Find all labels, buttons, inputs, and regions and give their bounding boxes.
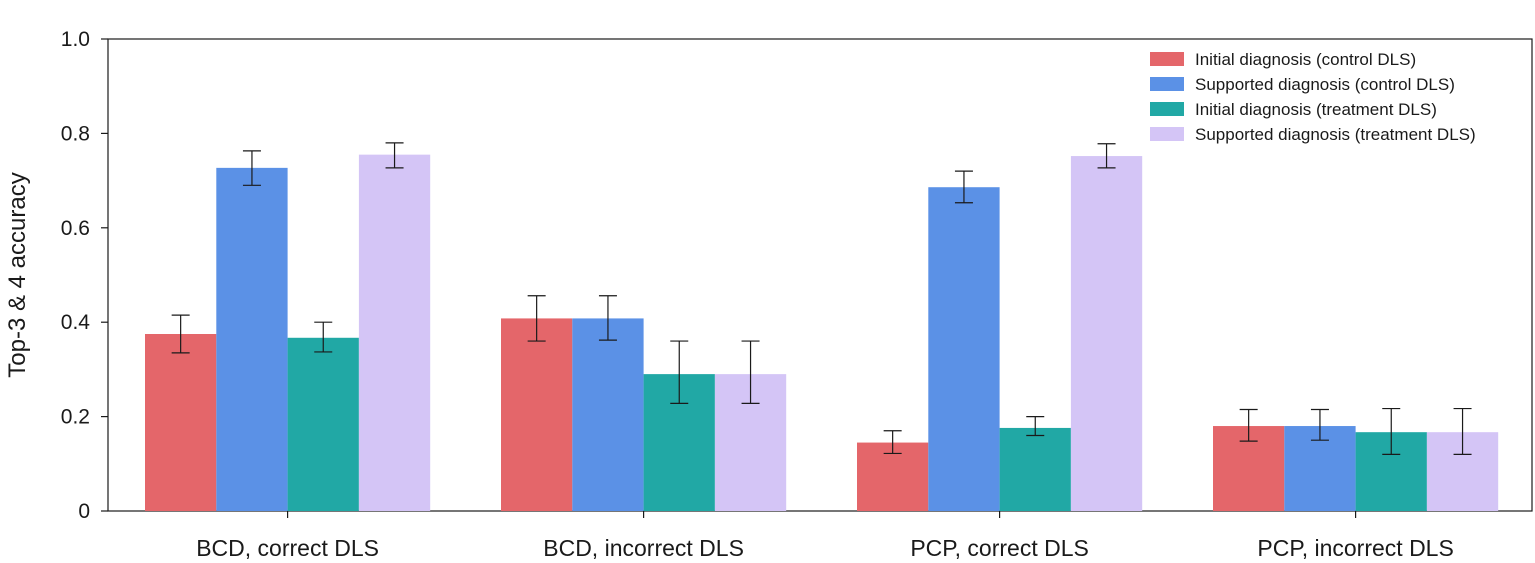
x-tick-label-2: PCP, correct DLS [910,535,1089,561]
error-bar-s2-c0 [314,321,333,353]
y-tick-label-0: 0 [78,500,90,523]
error-bar-s3-c2 [1097,143,1116,169]
bar-s0-c0 [145,334,217,511]
legend-item-3: Supported diagnosis (treatment DLS) [1150,125,1476,144]
error-bar-s3-c0 [385,142,404,169]
error-bar-s3-c1 [741,340,760,404]
y-tick-label-5: 1.0 [61,28,90,51]
y-axis: 0 0.2 0.4 0.6 0.8 1.0 [61,28,108,523]
x-tick-label-1: BCD, incorrect DLS [543,535,744,561]
error-bar-s0-c0 [171,314,190,354]
bar-s0-c1 [501,318,573,511]
error-bars-layer [171,142,1472,455]
legend-swatch-1 [1150,77,1184,91]
y-tick-label-1: 0.2 [61,406,90,429]
error-bar-s2-c2 [1026,416,1045,437]
x-axis: BCD, correct DLS BCD, incorrect DLS PCP, c… [196,511,1454,561]
legend-label-0: Initial diagnosis (control DLS) [1195,50,1416,69]
error-bar-s2-c1 [670,340,689,404]
legend-label-2: Initial diagnosis (treatment DLS) [1195,100,1437,119]
legend-swatch-3 [1150,127,1184,141]
bar-s2-c2 [999,427,1071,511]
legend-swatch-0 [1150,52,1184,66]
bar-s2-c0 [287,337,359,511]
y-tick-label-2: 0.4 [61,311,91,334]
legend-item-2: Initial diagnosis (treatment DLS) [1150,100,1437,119]
legend: Initial diagnosis (control DLS) Supported… [1150,50,1476,144]
bar-s1-c1 [572,318,644,511]
legend-item-0: Initial diagnosis (control DLS) [1150,50,1416,69]
x-tick-label-0: BCD, correct DLS [196,535,379,561]
error-bar-s2-c3 [1382,407,1401,455]
error-bar-s1-c0 [242,150,261,186]
error-bar-s1-c3 [1310,408,1329,441]
bars-layer [145,154,1499,512]
y-tick-label-4: 0.8 [61,122,90,145]
error-bar-s0-c1 [527,295,546,342]
error-bar-s0-c3 [1239,408,1258,442]
legend-label-1: Supported diagnosis (control DLS) [1195,75,1455,94]
legend-label-3: Supported diagnosis (treatment DLS) [1195,125,1476,144]
plot-frame [107,38,1533,512]
bar-s3-c0 [358,154,431,511]
error-bar-s3-c3 [1453,407,1472,455]
x-tick-label-3: PCP, incorrect DLS [1257,535,1453,561]
y-axis-label: Top-3 & 4 accuracy [4,172,31,377]
error-bar-s1-c1 [598,295,617,341]
error-bar-s1-c2 [954,170,973,204]
bar-s1-c0 [216,167,288,512]
error-bar-s0-c2 [883,430,902,455]
bar-s1-c2 [928,187,1000,511]
y-tick-label-3: 0.6 [61,217,90,240]
legend-swatch-2 [1150,102,1184,116]
bar-s3-c2 [1070,156,1143,511]
legend-item-1: Supported diagnosis (control DLS) [1150,75,1455,94]
